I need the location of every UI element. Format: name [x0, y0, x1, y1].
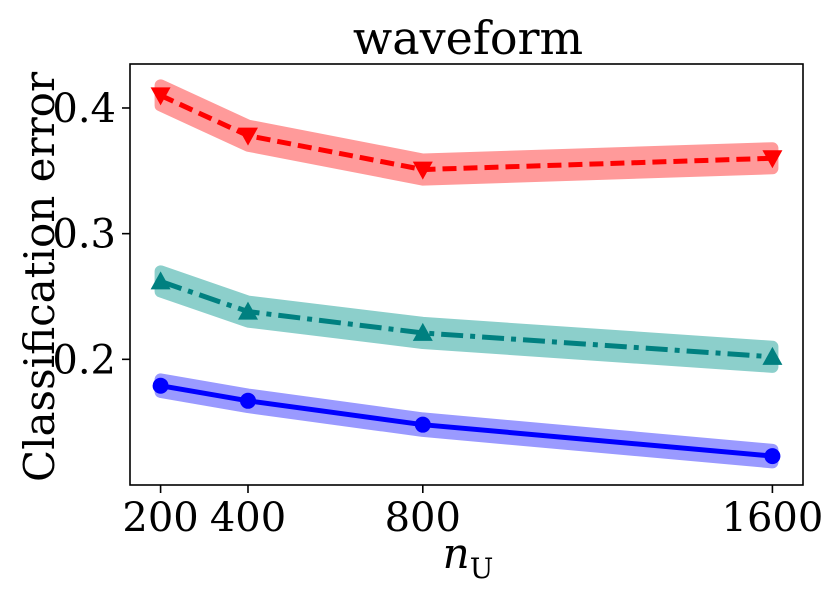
plot-layer: 0.2 0.3 0.4 200 400 800 1600: [52, 79, 824, 541]
x-tick-label: 200: [122, 495, 198, 541]
x-axis-label-main: n: [443, 529, 470, 578]
x-tick-label: 800: [385, 495, 461, 541]
x-tick-label: 400: [210, 495, 286, 541]
data-point: [412, 161, 433, 180]
data-point: [764, 448, 781, 465]
y-tick-label: 0.3: [52, 212, 116, 258]
x-axis-label: nU: [443, 529, 494, 585]
data-point: [239, 392, 256, 409]
y-tick-label: 0.4: [52, 86, 116, 132]
data-point: [237, 127, 258, 146]
data-point: [762, 346, 783, 365]
x-axis-label-subscript: U: [470, 552, 494, 585]
x-tick-label: 1600: [722, 495, 824, 541]
data-point: [762, 150, 783, 169]
series-band-red-dashed-down-triangle: [154, 79, 779, 186]
series-line-blue-solid-circle: [160, 383, 773, 459]
data-point: [152, 377, 169, 394]
y-axis-label: Classification error: [15, 71, 64, 482]
data-point: [412, 322, 433, 341]
chart-title: waveform: [353, 11, 583, 65]
y-tick-label: 0.2: [52, 337, 116, 383]
data-point: [150, 87, 171, 106]
data-point: [150, 271, 171, 290]
plot-frame: [129, 63, 804, 486]
series-line-red-dashed-down-triangle: [159, 93, 773, 173]
series-band-teal-dashdot-up-triangle: [154, 265, 779, 373]
series-line-teal-dashdot-up-triangle: [159, 279, 773, 360]
data-point: [237, 301, 258, 320]
data-point: [414, 416, 431, 433]
